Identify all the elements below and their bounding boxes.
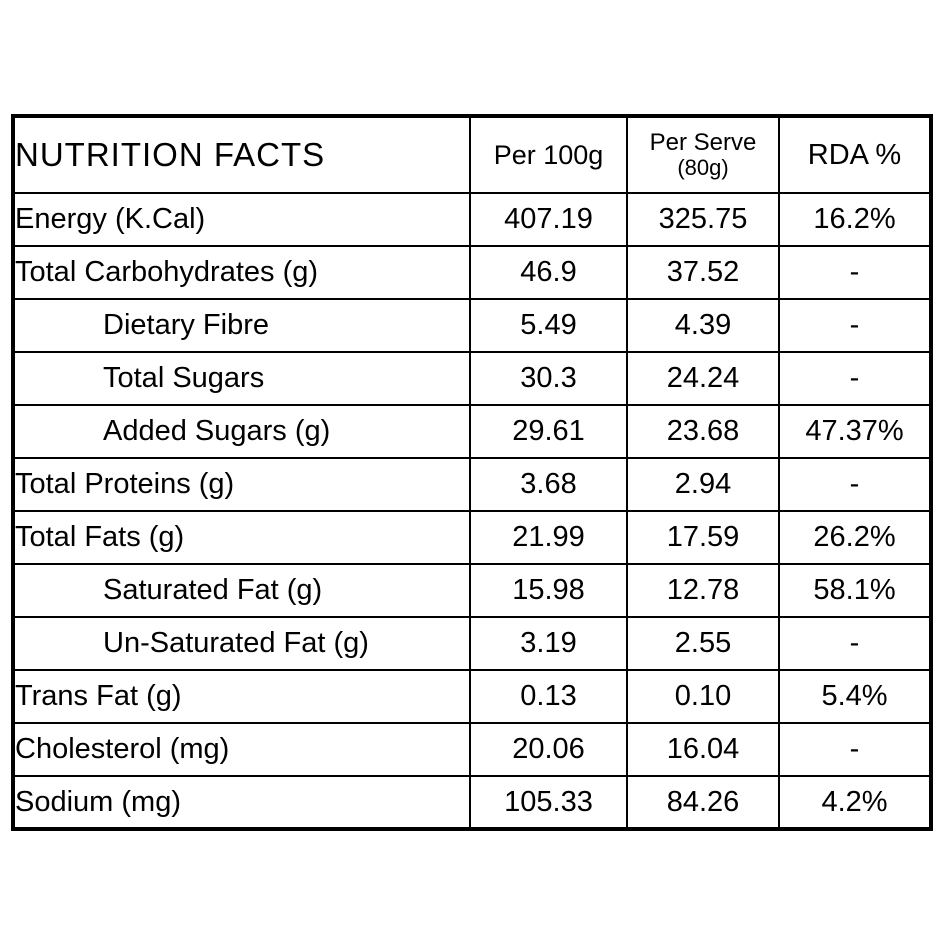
column-header-per-100g: Per 100g — [469, 115, 628, 194]
nutrition-facts-table: NUTRITION FACTS Per 100g Per Serve (80g)… — [11, 114, 933, 831]
table-header-row: NUTRITION FACTS Per 100g Per Serve (80g)… — [12, 115, 932, 194]
value-per-serve: 12.78 — [626, 563, 780, 618]
nutrient-label: Energy (K.Cal) — [12, 192, 471, 247]
value-per-100g: 105.33 — [469, 775, 628, 830]
table-row: Total Sugars 30.3 24.24 - — [12, 351, 932, 406]
value-per-100g: 3.68 — [469, 457, 628, 512]
value-per-100g: 3.19 — [469, 616, 628, 671]
value-per-100g: 46.9 — [469, 245, 628, 300]
nutrient-label: Sodium (mg) — [12, 775, 471, 830]
value-per-100g: 20.06 — [469, 722, 628, 777]
table-row: Saturated Fat (g) 15.98 12.78 58.1% — [12, 563, 932, 618]
value-per-serve: 0.10 — [626, 669, 780, 724]
value-rda-percent: - — [778, 298, 932, 353]
nutrient-label: Dietary Fibre — [12, 298, 471, 353]
table-row: Sodium (mg) 105.33 84.26 4.2% — [12, 775, 932, 830]
value-rda-percent: - — [778, 351, 932, 406]
value-per-serve: 2.55 — [626, 616, 780, 671]
table-row: Un-Saturated Fat (g) 3.19 2.55 - — [12, 616, 932, 671]
value-per-100g: 5.49 — [469, 298, 628, 353]
value-rda-percent: 47.37% — [778, 404, 932, 459]
nutrient-label: Total Carbohydrates (g) — [12, 245, 471, 300]
table-row: Cholesterol (mg) 20.06 16.04 - — [12, 722, 932, 777]
value-rda-percent: 58.1% — [778, 563, 932, 618]
column-header-per-serve-line1: Per Serve — [649, 129, 757, 157]
value-per-100g: 29.61 — [469, 404, 628, 459]
value-per-serve: 37.52 — [626, 245, 780, 300]
table-row: Energy (K.Cal) 407.19 325.75 16.2% — [12, 192, 932, 247]
nutrient-label: Total Proteins (g) — [12, 457, 471, 512]
table-row: Total Carbohydrates (g) 46.9 37.52 - — [12, 245, 932, 300]
column-header-per-serve-line2: (80g) — [677, 155, 729, 181]
value-rda-percent: - — [778, 616, 932, 671]
table-row: Total Fats (g) 21.99 17.59 26.2% — [12, 510, 932, 565]
value-rda-percent: 26.2% — [778, 510, 932, 565]
nutrient-label: Cholesterol (mg) — [12, 722, 471, 777]
column-header-rda-percent: RDA % — [778, 115, 932, 194]
nutrient-label: Un-Saturated Fat (g) — [12, 616, 471, 671]
value-per-100g: 21.99 — [469, 510, 628, 565]
value-rda-percent: 4.2% — [778, 775, 932, 830]
nutrient-label: Added Sugars (g) — [12, 404, 471, 459]
table-title: NUTRITION FACTS — [12, 115, 471, 194]
value-per-serve: 84.26 — [626, 775, 780, 830]
nutrient-label: Trans Fat (g) — [12, 669, 471, 724]
value-per-100g: 30.3 — [469, 351, 628, 406]
value-rda-percent: 5.4% — [778, 669, 932, 724]
nutrient-label: Saturated Fat (g) — [12, 563, 471, 618]
value-per-serve: 23.68 — [626, 404, 780, 459]
value-per-100g: 15.98 — [469, 563, 628, 618]
table-row: Added Sugars (g) 29.61 23.68 47.37% — [12, 404, 932, 459]
nutrient-label: Total Sugars — [12, 351, 471, 406]
value-per-serve: 325.75 — [626, 192, 780, 247]
value-rda-percent: - — [778, 245, 932, 300]
value-rda-percent: - — [778, 457, 932, 512]
value-per-100g: 407.19 — [469, 192, 628, 247]
column-header-per-serve: Per Serve (80g) — [626, 115, 780, 194]
table-row: Trans Fat (g) 0.13 0.10 5.4% — [12, 669, 932, 724]
value-per-serve: 4.39 — [626, 298, 780, 353]
table-row: Dietary Fibre 5.49 4.39 - — [12, 298, 932, 353]
value-per-serve: 2.94 — [626, 457, 780, 512]
nutrition-table-body: Energy (K.Cal) 407.19 325.75 16.2% Total… — [12, 192, 932, 830]
nutrient-label: Total Fats (g) — [12, 510, 471, 565]
value-per-serve: 17.59 — [626, 510, 780, 565]
value-rda-percent: - — [778, 722, 932, 777]
table-row: Total Proteins (g) 3.68 2.94 - — [12, 457, 932, 512]
value-per-100g: 0.13 — [469, 669, 628, 724]
value-rda-percent: 16.2% — [778, 192, 932, 247]
value-per-serve: 24.24 — [626, 351, 780, 406]
value-per-serve: 16.04 — [626, 722, 780, 777]
